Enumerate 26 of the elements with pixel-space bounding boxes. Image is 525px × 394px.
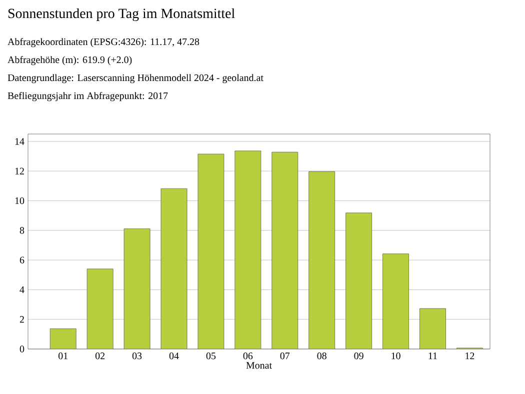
y-tick-label: 6 — [20, 256, 24, 264]
x-tick-label: 04 — [169, 352, 179, 360]
y-tick-label: 12 — [15, 168, 24, 174]
x-tick-label: 12 — [466, 352, 474, 360]
x-tick-label: 05 — [206, 352, 216, 360]
y-tick-label: 14 — [15, 138, 24, 145]
y-tick-label: 0 — [20, 346, 24, 352]
x-tick-label: 01 — [58, 352, 68, 360]
y-tick-label: 2 — [20, 316, 24, 323]
x-tick-label: 07 — [280, 352, 290, 360]
text: Abfragehöhe (m): 619.9 (+2.0) — [8, 56, 132, 66]
text: Datengrundlage: Laserscanning Höhenmodell 2024 - geoland.at — [8, 74, 264, 84]
x-tick-label: 03 — [132, 352, 142, 360]
y-tick-label: 8 — [20, 227, 24, 234]
x-tick-label: 02 — [95, 352, 105, 360]
x-tick-label: 11 — [428, 352, 437, 360]
x-tick-label: 08 — [317, 352, 326, 360]
y-tick-label: 10 — [15, 197, 24, 204]
text: Abfragekoordinaten (EPSG:4326): 11.17, 47.28 — [8, 38, 200, 48]
chart-title: Sonnenstunden pro Tag im Monatsmittel — [8, 8, 235, 22]
y-tick-label: 4 — [20, 286, 24, 293]
x-tick-label: 10 — [392, 352, 400, 360]
text: Befliegungsjahr im Abfragepunkt: 2017 — [8, 92, 168, 102]
x-axis-title: Monat — [246, 362, 272, 369]
x-tick-label: 09 — [354, 352, 364, 360]
x-tick-label: 06 — [243, 352, 253, 360]
